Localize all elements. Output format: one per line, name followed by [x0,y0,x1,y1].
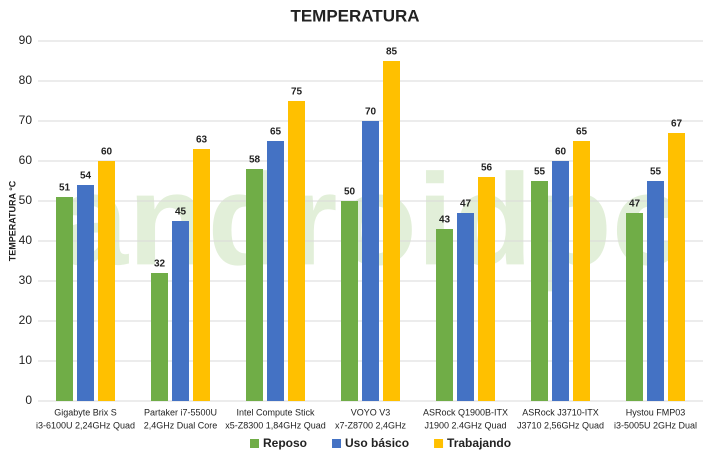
data-label: 43 [439,215,451,226]
y-tick-label: 40 [19,233,33,247]
x-tick-label: J3710 2,56GHz Quad [517,420,604,430]
bar [341,201,358,401]
bar [267,141,284,401]
data-label: 58 [249,155,261,166]
bar [668,133,685,401]
bar [478,177,495,401]
data-label: 56 [481,163,493,174]
y-tick-label: 0 [25,393,32,407]
data-label: 65 [270,127,282,138]
legend-label: Trabajando [447,436,511,450]
x-tick-label: x7-Z8700 2,4GHz [335,420,407,430]
data-label: 32 [154,259,166,270]
bar [383,61,400,401]
x-tick-label: VOYO V3 [351,407,391,417]
y-tick-label: 70 [19,113,33,127]
data-label: 47 [460,199,472,210]
x-tick-label: i3-5005U 2GHz Dual [614,420,697,430]
legend-swatch [250,439,259,448]
bar [193,149,210,401]
data-label: 85 [386,47,398,58]
bar [288,101,305,401]
data-label: 60 [101,147,113,158]
data-label: 54 [80,171,92,182]
y-tick-label: 10 [19,353,33,367]
y-tick-label: 20 [19,313,33,327]
y-tick-label: 30 [19,273,33,287]
x-tick-label: x5-Z8300 1,84GHz Quad [225,420,326,430]
bar [151,273,168,401]
legend-swatch [434,439,444,448]
legend-swatch [332,439,342,448]
x-tick-label: Partaker i7-5500U [144,407,217,417]
chart-title: TEMPERATURA [290,6,419,25]
bar [362,121,379,401]
legend-label: Reposo [263,436,307,450]
data-label: 63 [196,135,208,146]
x-tick-label: ASRock Q1900B-ITX [423,407,508,417]
data-label: 51 [59,183,71,194]
bar [172,221,189,401]
x-tick-label: i3-6100U 2,24GHz Quad [36,420,135,430]
data-label: 47 [629,199,641,210]
y-tick-label: 60 [19,153,33,167]
data-label: 60 [555,147,567,158]
data-label: 50 [344,187,356,198]
data-label: 55 [650,167,662,178]
bar [531,181,548,401]
bar [246,169,263,401]
x-tick-label: 2,4GHz Dual Core [144,420,218,430]
bar [647,181,664,401]
x-tick-label: J1900 2.4GHz Quad [424,420,506,430]
bar [77,185,94,401]
bar [552,161,569,401]
data-label: 70 [365,107,377,118]
data-label: 67 [671,119,683,130]
y-axis-label: TEMPERATURA °C [7,180,17,261]
y-tick-label: 90 [19,33,33,47]
legend-label: Uso básico [345,436,409,450]
x-tick-label: ASRock J3710-ITX [522,407,599,417]
y-tick-label: 80 [19,73,33,87]
bar [573,141,590,401]
bar [98,161,115,401]
bar [436,229,453,401]
data-label: 55 [534,167,546,178]
bar [626,213,643,401]
bar [56,197,73,401]
x-tick-label: Intel Compute Stick [236,407,315,417]
bar [457,213,474,401]
data-label: 45 [175,207,187,218]
data-label: 75 [291,87,303,98]
data-label: 65 [576,127,588,138]
x-tick-label: Hystou FMP03 [626,407,686,417]
y-tick-label: 50 [19,193,33,207]
x-tick-label: Gigabyte Brix S [54,407,117,417]
